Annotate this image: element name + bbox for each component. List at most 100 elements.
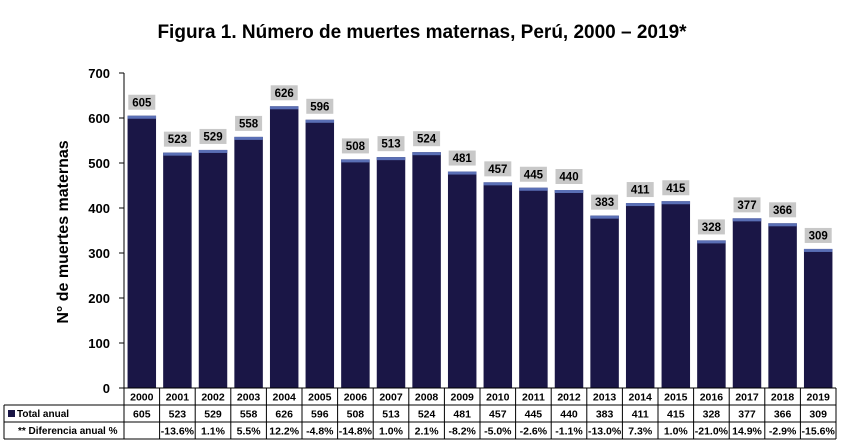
data-label-background — [341, 138, 369, 154]
bar-top-highlight — [661, 201, 691, 205]
x-tick-label: 2015 — [664, 392, 688, 404]
data-label-background — [662, 180, 690, 196]
x-tick-label: 2005 — [308, 392, 332, 404]
bar-top-highlight — [590, 215, 619, 219]
data-label: 596 — [310, 101, 329, 113]
table-cell: -1.1% — [555, 426, 583, 438]
y-tick-label: 700 — [88, 66, 110, 81]
x-tick-label: 2008 — [415, 392, 439, 404]
bar — [234, 136, 263, 388]
table-cell: -13.0% — [588, 426, 622, 438]
bar-top-highlight — [519, 187, 548, 191]
bar-top-highlight — [768, 223, 797, 227]
table-cell: 328 — [703, 409, 721, 421]
bar — [305, 119, 335, 389]
bars-layer — [127, 106, 833, 389]
bar-top-highlight — [732, 218, 762, 222]
data-label: 523 — [168, 134, 187, 146]
data-label: 513 — [381, 139, 400, 151]
table-cell: 14.9% — [732, 426, 762, 438]
data-label: 411 — [631, 185, 650, 197]
data-label: 529 — [203, 131, 222, 143]
data-label: 626 — [275, 88, 294, 100]
data-label-background — [555, 169, 583, 184]
y-tick-label: 300 — [88, 246, 110, 261]
table-cell: 309 — [809, 409, 827, 421]
data-label-background — [270, 85, 298, 101]
bar-top-highlight — [697, 240, 726, 244]
axis-layer: 0 100 200 300 400 500 600 700 — [88, 66, 125, 396]
chart-title: Figura 1. Número de muertes maternas, Pe… — [157, 22, 687, 43]
table-cell: 481 — [453, 409, 471, 421]
y-tick-label: 500 — [88, 156, 110, 171]
x-tick-label: 2012 — [557, 392, 581, 404]
bar — [697, 240, 726, 388]
data-labels-layer: 605 523 529 558 626 596 508 513 524 481 457 445 440 3… — [128, 85, 832, 243]
x-tick-label: 2009 — [451, 392, 475, 404]
table-cell: -4.8% — [306, 426, 334, 438]
table-cell: -21.0% — [695, 426, 729, 438]
data-label-background — [733, 197, 761, 213]
legend-swatch — [8, 410, 15, 417]
table-cell: 445 — [525, 409, 543, 421]
data-label: 377 — [737, 200, 756, 212]
table-cell: 440 — [560, 409, 578, 421]
data-label-background — [484, 161, 512, 177]
data-table: 2000 2001 2002 2003 2004 2005 2006 2007 2008 2009… — [3, 387, 837, 440]
table-cell: 415 — [667, 409, 685, 421]
bar-top-highlight — [198, 149, 228, 153]
bar — [163, 152, 192, 388]
table-cell: 12.2% — [269, 426, 299, 438]
table-cell: 605 — [133, 409, 151, 421]
data-label-background — [413, 131, 441, 147]
table-cell: -8.2% — [448, 426, 476, 438]
table-cell: 457 — [489, 409, 507, 421]
table-cell: 523 — [169, 409, 187, 421]
y-tick-label: 400 — [88, 201, 110, 216]
x-tick-label: 2007 — [379, 392, 403, 404]
x-tick-label: 2000 — [130, 392, 154, 404]
data-label: 366 — [773, 205, 792, 217]
bar-top-highlight — [269, 106, 299, 110]
x-tick-label: 2001 — [166, 392, 190, 404]
x-tick-label: 2018 — [771, 392, 795, 404]
y-tick-label: 100 — [88, 336, 110, 351]
data-label: 558 — [239, 118, 259, 130]
y-tick-label: 0 — [103, 381, 110, 396]
data-label: 457 — [488, 164, 507, 176]
x-tick-label: 2019 — [807, 392, 831, 404]
bar-top-highlight — [483, 182, 513, 186]
bar — [412, 152, 441, 388]
bar-top-highlight — [341, 159, 370, 163]
bar — [661, 201, 691, 388]
data-label-background — [626, 182, 654, 198]
bar — [376, 157, 406, 388]
table-cell: 524 — [418, 409, 436, 421]
data-label-background — [235, 115, 263, 131]
x-tick-label: 2017 — [735, 392, 759, 404]
data-label-background — [163, 131, 191, 147]
data-label-background — [804, 227, 832, 243]
bar — [341, 159, 370, 388]
bar — [127, 115, 157, 388]
y-axis-label: N° de muertes maternas — [55, 140, 72, 323]
table-cell: 596 — [311, 409, 329, 421]
bar-top-highlight — [625, 203, 655, 207]
data-label: 481 — [453, 153, 473, 165]
data-label: 328 — [702, 222, 722, 234]
x-tick-label: 2014 — [629, 392, 653, 404]
x-tick-label: 2006 — [344, 392, 368, 404]
x-tick-label: 2011 — [522, 392, 545, 404]
table-cell: 508 — [347, 409, 365, 421]
data-label: 508 — [346, 141, 366, 153]
table-cell: 1.0% — [379, 426, 404, 438]
bar — [198, 149, 228, 388]
y-tick-label: 600 — [88, 111, 110, 126]
data-label: 415 — [666, 183, 686, 195]
data-label-background — [377, 136, 405, 152]
x-tick-label: 2016 — [700, 392, 724, 404]
bar — [732, 218, 762, 388]
bar — [625, 203, 655, 388]
table-cell: 411 — [632, 409, 649, 421]
